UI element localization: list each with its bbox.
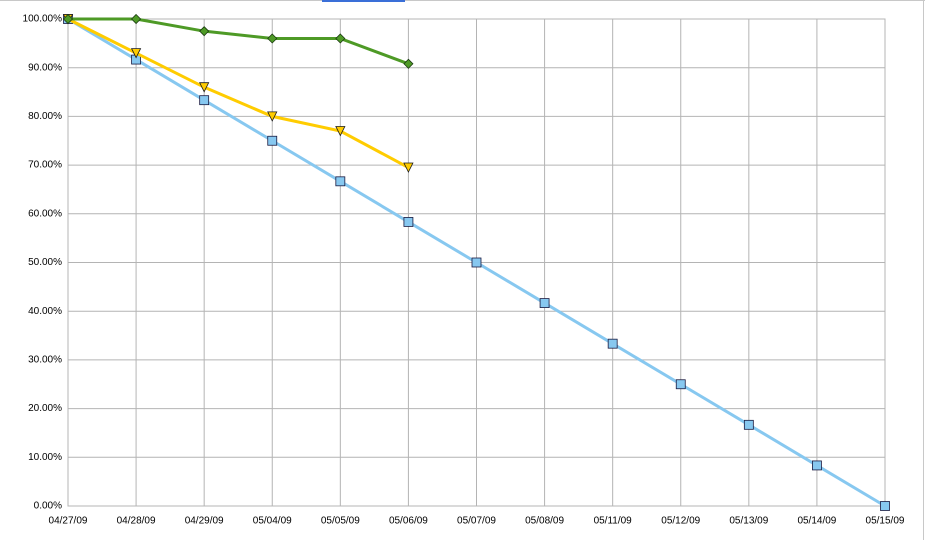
marker — [62, 13, 74, 25]
marker — [675, 379, 686, 390]
marker — [199, 26, 210, 37]
x-tick-label: 05/11/09 — [594, 516, 633, 527]
y-tick-label: 60.00% — [28, 208, 62, 219]
marker — [403, 162, 414, 173]
marker — [335, 176, 346, 187]
series-line — [68, 17, 409, 66]
y-tick-label: 80.00% — [28, 111, 62, 122]
marker — [812, 460, 822, 471]
y-tick-label: 30.00% — [28, 355, 62, 366]
x-tick-label: 04/29/09 — [185, 516, 224, 527]
x-tick-label: 05/13/09 — [729, 516, 768, 527]
marker — [403, 217, 414, 227]
x-tick-label: 05/12/09 — [661, 516, 700, 527]
x-tick-label: 04/28/09 — [117, 516, 156, 527]
y-tick-label: 40.00% — [28, 306, 62, 317]
y-tick-label: 90.00% — [28, 62, 62, 73]
x-tick-label: 05/14/09 — [797, 516, 836, 527]
marker — [607, 338, 618, 349]
x-tick-label: 05/07/09 — [457, 516, 496, 527]
marker — [130, 48, 142, 59]
marker — [267, 135, 278, 146]
plot — [62, 13, 890, 511]
marker — [131, 13, 142, 25]
x-tick-label: 05/15/09 — [866, 516, 905, 527]
selected-tab — [322, 0, 405, 2]
series-line — [67, 17, 410, 169]
y-tick-label: 70.00% — [28, 160, 62, 171]
x-tick-label: 04/27/09 — [49, 516, 88, 527]
x-tick-label: 05/06/09 — [389, 516, 428, 527]
x-tick-label: 05/08/09 — [525, 516, 564, 527]
x-tick-label: 05/04/09 — [253, 516, 292, 527]
marker — [199, 82, 210, 93]
grid: 0.00% 10.00% 20.00% 30.00% 40.00% 50.00% 60.00… — [23, 14, 905, 527]
marker — [880, 501, 890, 511]
marker — [471, 257, 482, 268]
marker — [403, 58, 414, 69]
y-tick-label: 100.00% — [23, 14, 63, 25]
y-tick-label: 10.00% — [28, 452, 62, 463]
y-tick-label: 50.00% — [28, 257, 62, 268]
y-tick-label: 0.00% — [34, 501, 62, 512]
marker — [539, 298, 550, 308]
marker — [199, 95, 210, 106]
marker — [335, 33, 346, 44]
marker — [267, 111, 278, 122]
marker — [743, 419, 754, 430]
marker — [267, 33, 278, 44]
y-tick-label: 20.00% — [28, 403, 62, 414]
marker — [335, 126, 346, 137]
x-tick-label: 05/05/09 — [321, 516, 360, 527]
